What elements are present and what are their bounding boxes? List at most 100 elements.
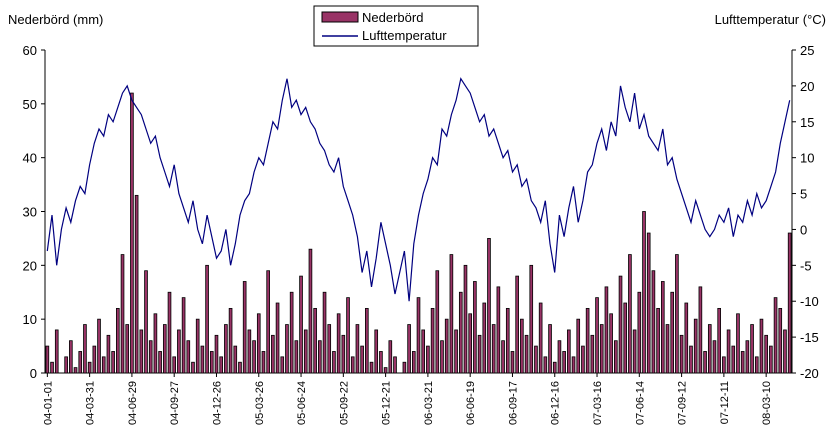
bar [693, 318, 698, 374]
y2-tick-label: 15 [800, 115, 814, 130]
bar [294, 340, 299, 374]
bar [242, 281, 247, 374]
bar [162, 324, 167, 374]
bar [285, 324, 289, 374]
y-axis-title: Nederbörd (mm) [8, 12, 103, 27]
bar [379, 351, 383, 374]
y2-tick-label: 20 [800, 79, 814, 94]
bar [534, 345, 538, 374]
bar [675, 254, 679, 374]
bar [646, 232, 651, 374]
bar [233, 345, 238, 374]
bar [689, 345, 693, 374]
bar [736, 313, 740, 374]
y2-tick-label: 0 [800, 222, 807, 237]
y-tick-label: 20 [23, 258, 37, 273]
bar [416, 297, 421, 374]
bar [97, 318, 101, 374]
bar [191, 361, 195, 374]
bar [496, 286, 501, 374]
bar [186, 340, 191, 374]
bar [707, 324, 712, 374]
bar [651, 270, 656, 374]
bar [139, 329, 144, 374]
bar [599, 324, 604, 374]
bar [609, 313, 613, 374]
bar [759, 318, 764, 374]
bar [665, 324, 670, 374]
bar [134, 194, 139, 374]
bar [440, 340, 444, 374]
bar [557, 340, 562, 374]
bar [50, 361, 54, 374]
bar [595, 297, 599, 374]
bar [116, 307, 120, 374]
legend-label: Lufttemperatur [362, 28, 447, 43]
bar [92, 345, 97, 374]
bar [637, 291, 642, 374]
x-tick-label: 04-06-29 [127, 381, 139, 425]
bar [698, 286, 703, 374]
bar [773, 297, 778, 374]
bar [195, 318, 200, 374]
bar [783, 329, 787, 374]
bar [64, 356, 68, 374]
bar [153, 313, 158, 374]
bar [299, 275, 303, 374]
bar [468, 313, 472, 374]
y2-tick-label: -20 [800, 366, 819, 381]
bar [365, 307, 369, 374]
bar [473, 281, 477, 374]
bar [69, 340, 73, 374]
bar [604, 286, 609, 374]
bar [87, 361, 92, 374]
x-tick-label: 04-03-31 [85, 381, 97, 425]
bar [458, 291, 463, 374]
bar [341, 334, 346, 374]
y2-tick-label: -5 [800, 258, 812, 273]
x-tick-label: 05-06-24 [296, 381, 308, 425]
y2-tick-label: 25 [800, 43, 814, 58]
bar [388, 340, 393, 374]
bar [463, 264, 468, 374]
bar [769, 345, 773, 374]
bar [200, 345, 205, 374]
bar [642, 211, 646, 374]
bar [435, 270, 440, 374]
bar [261, 351, 266, 374]
bar [482, 302, 487, 374]
x-tick-label: 04-01-01 [42, 381, 54, 425]
bar [477, 334, 482, 374]
bar [350, 356, 355, 374]
x-tick-label: 07-09-12 [677, 381, 689, 425]
bar [247, 329, 252, 374]
bar [581, 345, 585, 374]
bar [754, 356, 759, 374]
y2-axis-title: Lufttemperatur (°C) [715, 12, 826, 27]
bar [130, 92, 134, 374]
y2-tick-label: -10 [800, 294, 819, 309]
y2-tick-label: -15 [800, 330, 819, 345]
bar [167, 291, 172, 374]
bar [172, 356, 177, 374]
bar [491, 324, 496, 374]
x-tick-label: 07-03-16 [592, 381, 604, 425]
bar [205, 264, 209, 374]
bar [717, 307, 721, 374]
bar [252, 340, 256, 374]
bar [407, 324, 411, 374]
bar [421, 329, 426, 374]
bar [181, 297, 186, 374]
bar [411, 351, 416, 374]
bar [510, 351, 515, 374]
x-tick-label: 04-09-27 [169, 381, 181, 425]
bar [505, 307, 510, 374]
bar [393, 356, 397, 374]
bar [313, 307, 317, 374]
bar [454, 329, 458, 374]
bar [238, 361, 242, 374]
bar [383, 367, 388, 374]
bar [318, 340, 322, 374]
bar [144, 270, 148, 374]
